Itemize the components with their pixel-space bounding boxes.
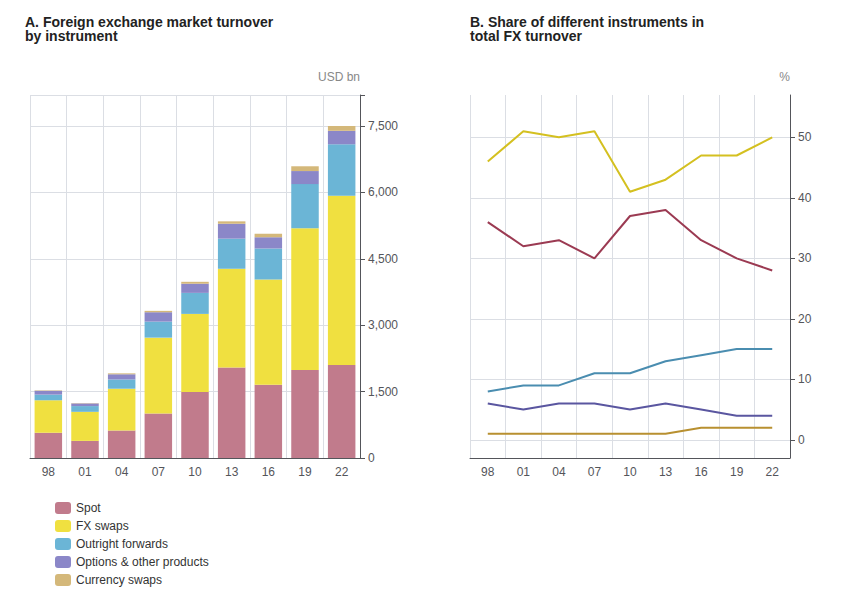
svg-text:B. Share of different instrume: B. Share of different instruments in: [470, 14, 705, 30]
svg-text:6,000: 6,000: [368, 185, 398, 199]
svg-text:0: 0: [798, 433, 805, 447]
svg-text:16: 16: [262, 465, 276, 479]
svg-text:04: 04: [115, 465, 129, 479]
svg-text:19: 19: [298, 465, 312, 479]
svg-text:Spot: Spot: [76, 501, 101, 515]
svg-text:7,500: 7,500: [368, 119, 398, 133]
svg-text:40: 40: [798, 191, 812, 205]
svg-text:98: 98: [42, 465, 56, 479]
svg-text:10: 10: [188, 465, 202, 479]
svg-text:07: 07: [588, 465, 602, 479]
svg-text:by instrument: by instrument: [25, 28, 118, 44]
svg-text:07: 07: [152, 465, 166, 479]
svg-text:FX swaps: FX swaps: [76, 519, 129, 533]
svg-text:22: 22: [766, 465, 780, 479]
svg-text:1,500: 1,500: [368, 385, 398, 399]
svg-text:0: 0: [368, 451, 375, 465]
svg-text:Currency swaps: Currency swaps: [76, 573, 162, 587]
svg-text:50: 50: [798, 130, 812, 144]
svg-text:%: %: [779, 70, 790, 84]
svg-text:4,500: 4,500: [368, 252, 398, 266]
svg-text:20: 20: [798, 312, 812, 326]
svg-text:01: 01: [517, 465, 531, 479]
svg-text:30: 30: [798, 251, 812, 265]
svg-text:3,000: 3,000: [368, 318, 398, 332]
svg-text:Options & other products: Options & other products: [76, 555, 209, 569]
svg-text:13: 13: [225, 465, 239, 479]
svg-text:13: 13: [659, 465, 673, 479]
svg-text:A. Foreign exchange market tur: A. Foreign exchange market turnover: [25, 14, 274, 30]
svg-text:total FX turnover: total FX turnover: [470, 28, 583, 44]
svg-text:04: 04: [552, 465, 566, 479]
svg-text:19: 19: [730, 465, 744, 479]
svg-text:22: 22: [335, 465, 349, 479]
svg-text:98: 98: [481, 465, 495, 479]
svg-text:10: 10: [798, 372, 812, 386]
svg-text:USD bn: USD bn: [318, 70, 360, 84]
svg-text:01: 01: [78, 465, 92, 479]
svg-text:Outright forwards: Outright forwards: [76, 537, 168, 551]
svg-text:16: 16: [694, 465, 708, 479]
svg-text:10: 10: [623, 465, 637, 479]
